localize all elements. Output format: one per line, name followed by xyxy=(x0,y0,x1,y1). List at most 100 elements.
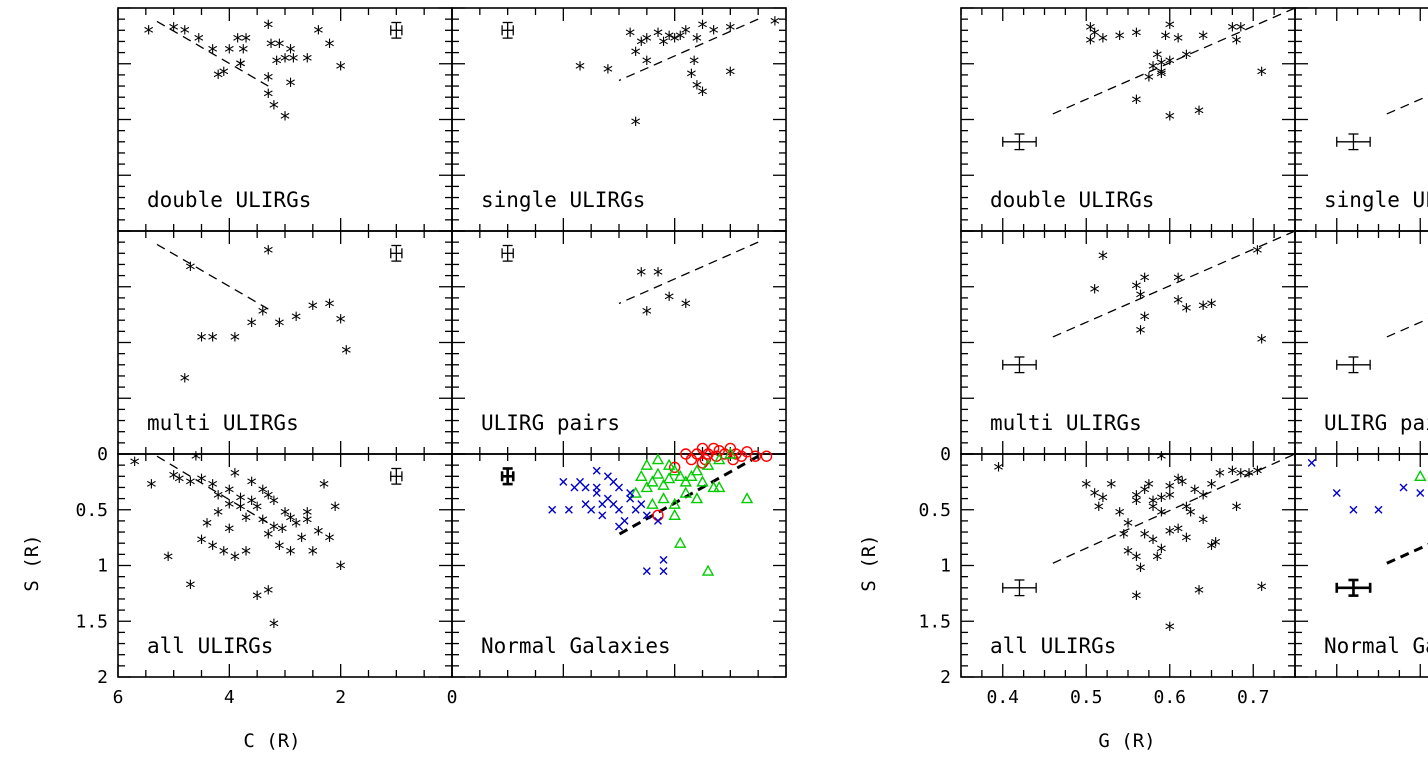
data-point-star: * xyxy=(680,295,692,319)
data-point-star: * xyxy=(1197,487,1209,511)
data-point-star: * xyxy=(273,314,285,338)
data-point-star: * xyxy=(724,63,736,87)
data-point-star: * xyxy=(1105,475,1117,499)
data-point-star: * xyxy=(1164,618,1176,642)
data-point-star: * xyxy=(1089,24,1101,48)
y-tick-label: 2 xyxy=(97,667,108,688)
data-point-star: * xyxy=(1118,526,1130,550)
data-point-star: * xyxy=(1205,295,1217,319)
data-point-star: * xyxy=(173,470,185,494)
panel-label: multi ULIRGs xyxy=(147,411,299,435)
data-point-cross xyxy=(592,483,601,492)
data-point-circle xyxy=(760,450,773,462)
panel-label: all ULIRGs xyxy=(147,634,273,658)
data-point-cross xyxy=(631,505,640,514)
data-point-star: * xyxy=(285,41,297,65)
data-point-star: * xyxy=(1164,487,1176,511)
data-point-star: * xyxy=(184,258,196,282)
data-point-star: * xyxy=(1114,503,1126,527)
data-point-star: * xyxy=(724,18,736,42)
data-point-triangle xyxy=(674,469,687,481)
data-point-star: * xyxy=(290,308,302,332)
data-point-star: * xyxy=(1151,46,1163,70)
data-point-star: * xyxy=(1243,464,1255,488)
data-point-star: * xyxy=(268,518,280,542)
data-point-triangle xyxy=(657,478,670,490)
data-point-star: * xyxy=(1130,24,1142,48)
panel-label: double ULIRGs xyxy=(147,188,311,212)
data-point-circle xyxy=(652,509,664,522)
data-point-star: * xyxy=(207,475,219,499)
data-point-star: * xyxy=(279,50,291,74)
data-point-star: * xyxy=(993,459,1005,483)
data-point-star: * xyxy=(307,542,319,566)
data-point-star: * xyxy=(273,537,285,561)
data-point-star: * xyxy=(602,61,614,85)
data-point-star: * xyxy=(229,328,241,352)
data-point-star: * xyxy=(1226,462,1238,486)
y-tick-label: 1.5 xyxy=(918,611,951,632)
data-point-triangle xyxy=(701,458,715,470)
data-point-cross xyxy=(1416,489,1425,498)
data-point-star: * xyxy=(193,29,205,53)
trend-line xyxy=(1386,318,1428,338)
data-point-star: * xyxy=(1093,498,1105,522)
data-point-star: * xyxy=(1172,520,1184,544)
data-point-star: * xyxy=(273,35,285,59)
data-point-triangle xyxy=(646,475,659,487)
data-point-star: * xyxy=(1189,481,1201,505)
data-point-star: * xyxy=(1172,29,1184,53)
data-point-triangle xyxy=(696,475,709,487)
data-point-star: * xyxy=(232,29,244,53)
data-point-triangle xyxy=(1414,469,1427,481)
x-tick-label: 0.4 xyxy=(986,687,1019,708)
data-point-star: * xyxy=(1231,498,1243,522)
data-point-star: * xyxy=(262,85,274,109)
data-point-star: * xyxy=(285,542,297,566)
trend-line xyxy=(1386,95,1428,115)
data-point-star: * xyxy=(688,52,700,76)
y-tick-label: 0 xyxy=(97,444,108,465)
data-point-circle xyxy=(719,448,731,460)
data-point-star: * xyxy=(652,264,664,288)
data-point-star: * xyxy=(1130,587,1142,611)
data-point-triangle xyxy=(690,464,704,476)
data-point-star: * xyxy=(229,464,241,488)
data-point-star: * xyxy=(1135,322,1147,346)
data-point-star: * xyxy=(1139,481,1151,505)
data-point-star: * xyxy=(1084,32,1096,56)
data-point-star: * xyxy=(1256,331,1268,355)
data-point-star: * xyxy=(268,492,280,516)
data-point-star: * xyxy=(1147,531,1159,555)
data-point-cross xyxy=(1332,489,1341,498)
right-y-axis-label: S (R) xyxy=(858,534,880,591)
data-point-star: * xyxy=(635,264,647,288)
data-point-star: * xyxy=(1164,16,1176,40)
data-point-star: * xyxy=(1176,473,1188,497)
data-point-triangle xyxy=(657,492,670,504)
data-point-star: * xyxy=(340,342,352,366)
data-point-star: * xyxy=(1114,27,1126,51)
data-point-star: * xyxy=(1143,68,1155,92)
panel-label: Normal Galaxies xyxy=(1324,634,1428,658)
x-tick-label: 0.5 xyxy=(1070,687,1103,708)
data-point-star: * xyxy=(218,542,230,566)
trend-line xyxy=(618,18,759,82)
data-point-star: * xyxy=(240,509,252,533)
data-point-star: * xyxy=(574,57,586,81)
data-point-star: * xyxy=(179,22,191,46)
data-point-star: * xyxy=(234,498,246,522)
y-tick-label: 2 xyxy=(940,667,951,688)
y-tick-label: 0.5 xyxy=(75,500,108,521)
data-point-star: * xyxy=(1155,503,1167,527)
data-point-cross xyxy=(592,466,601,475)
data-point-star: * xyxy=(1193,581,1205,605)
data-point-star: * xyxy=(212,66,224,90)
panel-label: Normal Galaxies xyxy=(481,634,671,658)
panel-L2: ********************* ***single ULIRGs xyxy=(451,7,787,232)
data-point-circle xyxy=(668,461,681,474)
data-point-star: * xyxy=(168,18,180,42)
data-point-star: * xyxy=(1097,247,1109,271)
data-point-star: * xyxy=(271,52,283,76)
data-point-star: * xyxy=(251,587,263,611)
